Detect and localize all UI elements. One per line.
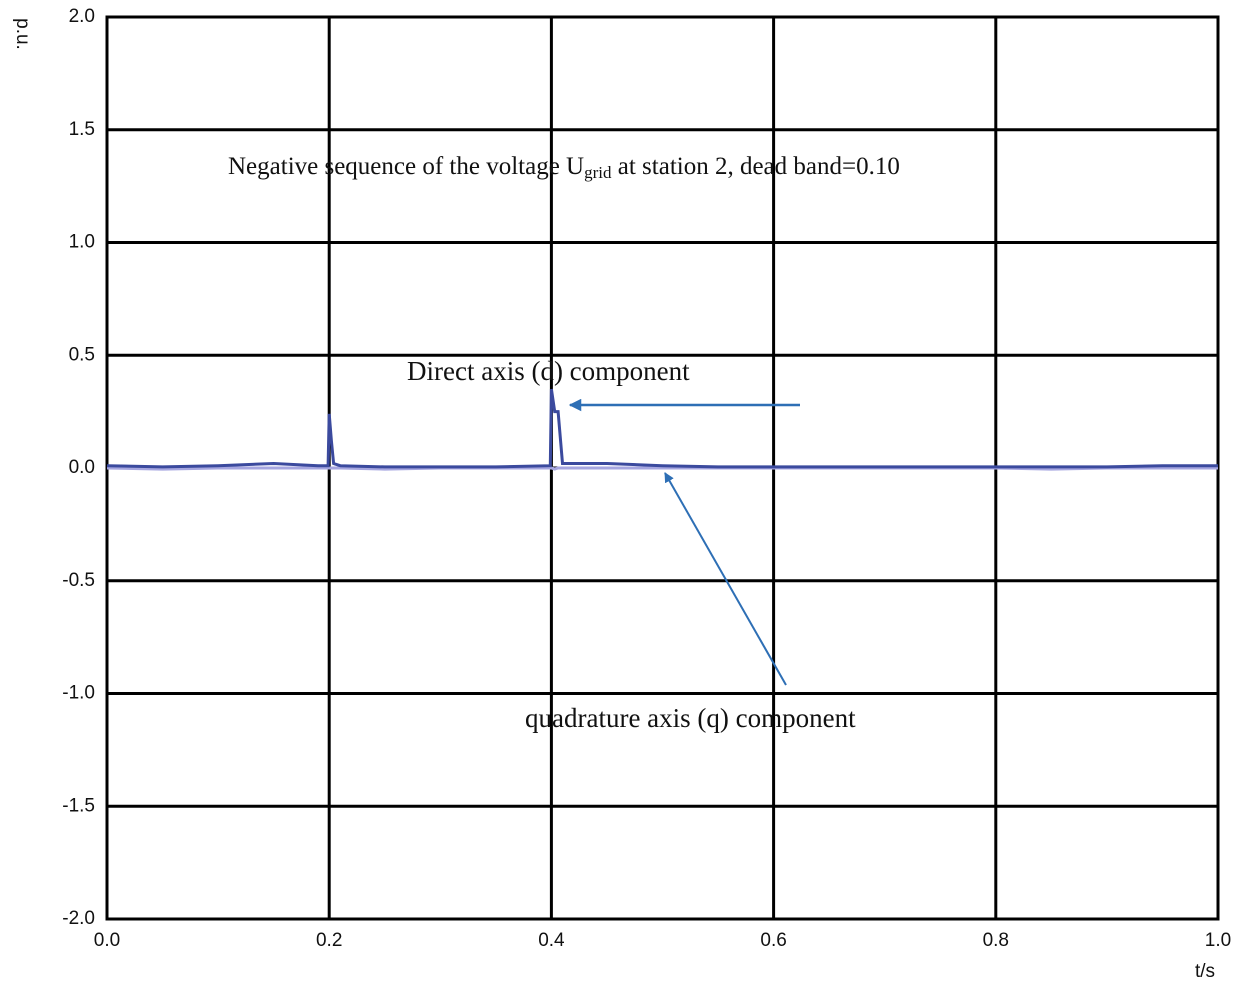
title-subscript: grid bbox=[584, 163, 612, 182]
x-tick-label: 1.0 bbox=[1205, 930, 1231, 951]
y-tick-label: 1.5 bbox=[69, 119, 95, 140]
y-tick-label: -2.0 bbox=[62, 908, 95, 929]
y-tick-label: -0.5 bbox=[62, 570, 95, 591]
x-tick-label: 0.6 bbox=[760, 930, 786, 951]
x-tick-label: 0.0 bbox=[94, 930, 120, 951]
y-tick-label: 0.5 bbox=[69, 344, 95, 365]
title-text: at station 2, dead band=0.10 bbox=[612, 153, 900, 180]
y-tick-label: 2.0 bbox=[69, 6, 95, 27]
y-axis-label: p.u. bbox=[12, 18, 33, 50]
annotation: quadrature axis (q) component bbox=[525, 703, 856, 733]
y-tick-label: 1.0 bbox=[69, 232, 95, 253]
annotation: Direct axis (d) component bbox=[407, 356, 690, 386]
arrow bbox=[664, 472, 787, 686]
y-tick-label: -1.0 bbox=[62, 683, 95, 704]
y-tick-label: -1.5 bbox=[62, 795, 95, 816]
title-text: Negative sequence of the voltage U bbox=[228, 153, 584, 180]
y-tick-label: 0.0 bbox=[69, 457, 95, 478]
chart-title: Negative sequence of the voltage Ugrid a… bbox=[228, 153, 900, 182]
x-axis-label: t/s bbox=[1195, 961, 1215, 982]
series-line bbox=[106, 388, 1218, 469]
x-tick-label: 0.8 bbox=[983, 930, 1009, 951]
x-tick-label: 0.2 bbox=[316, 930, 342, 951]
x-tick-label: 0.4 bbox=[538, 930, 565, 951]
